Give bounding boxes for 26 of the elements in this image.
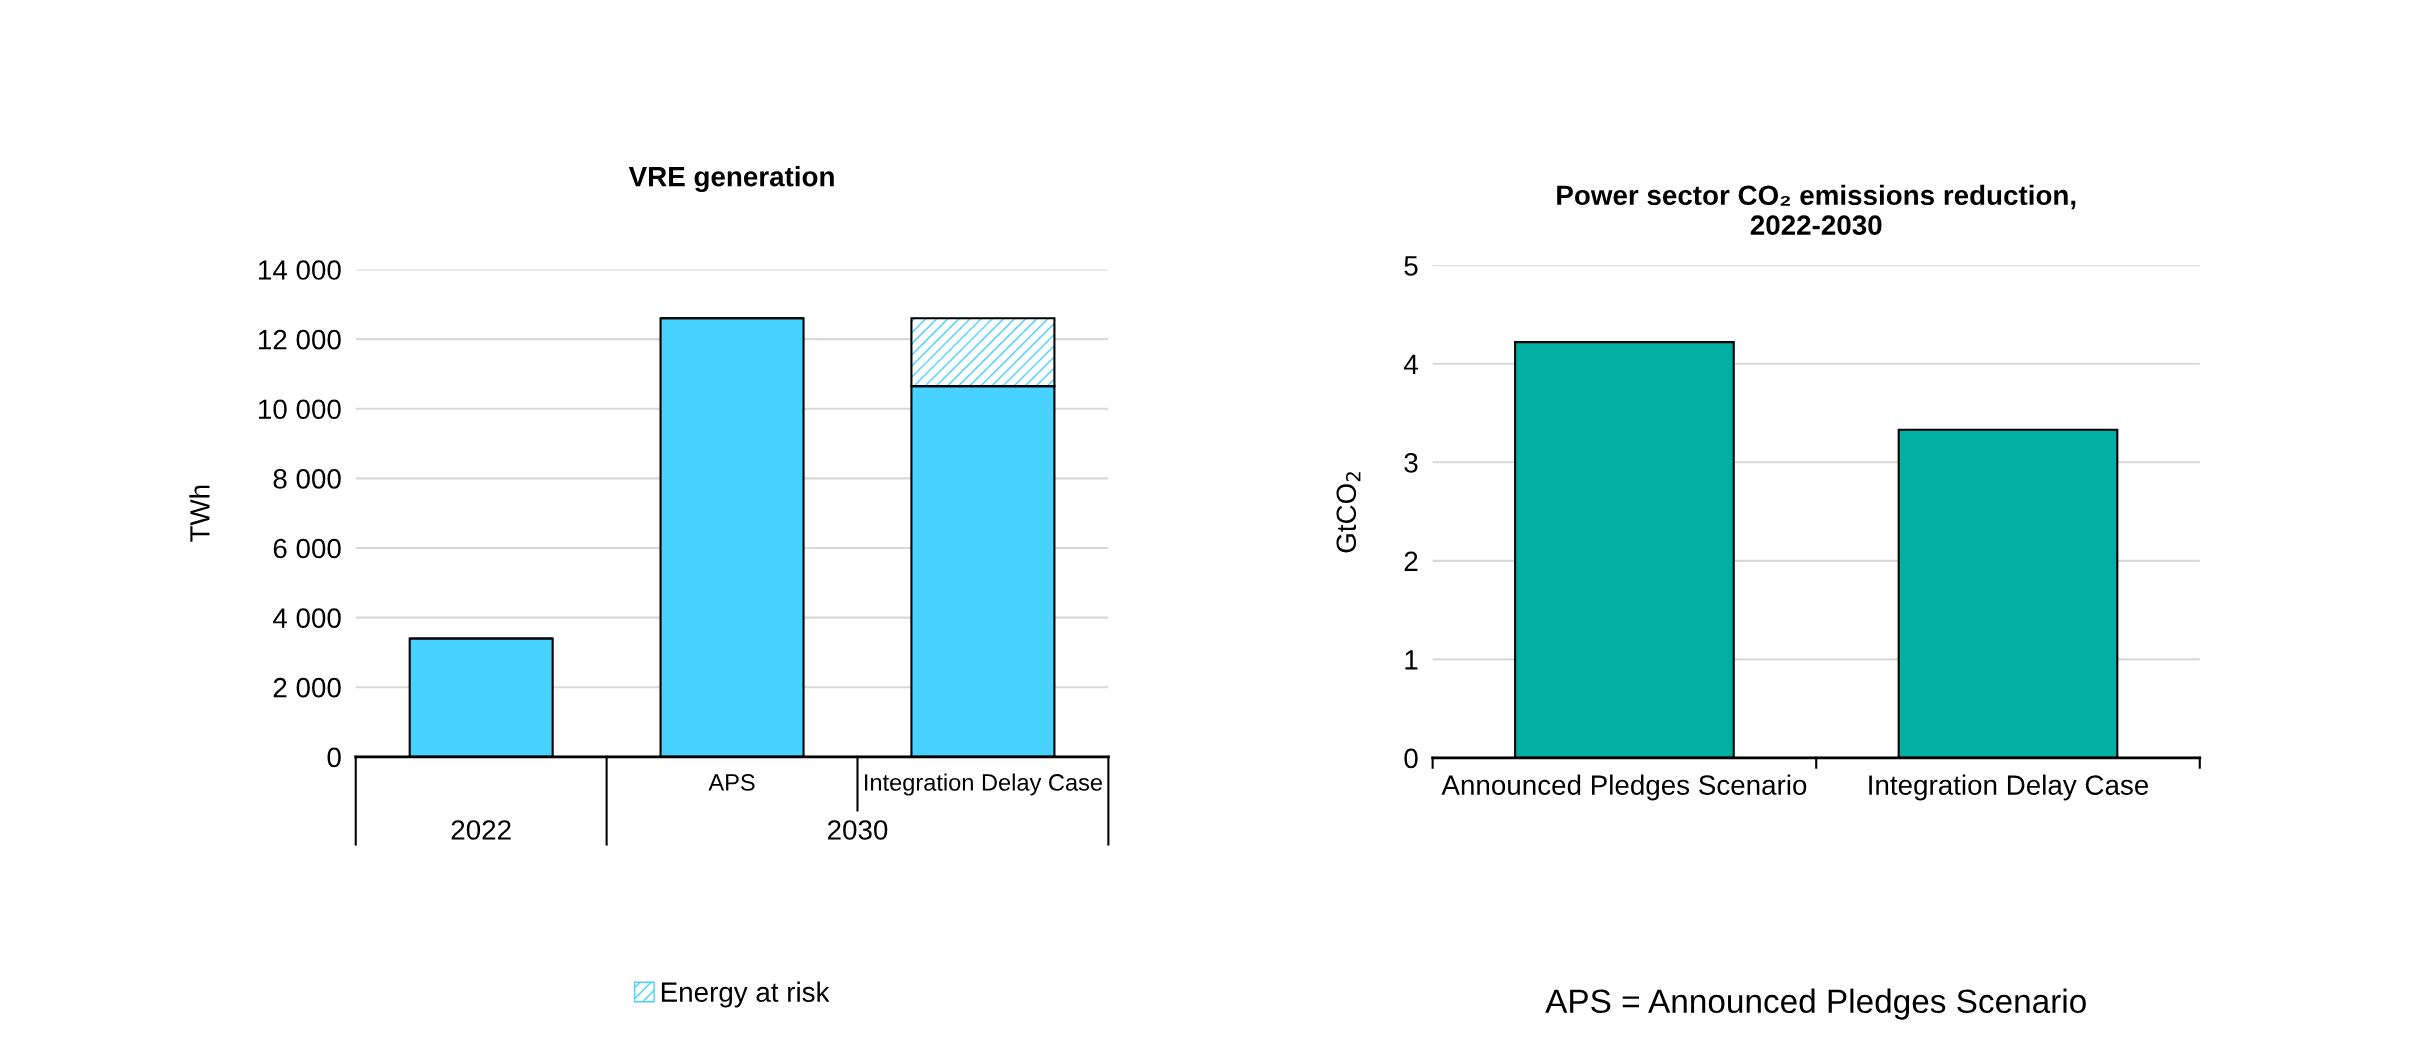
y-tick-label: 6 000: [273, 538, 341, 559]
y-tick-label: 5: [1404, 256, 1418, 276]
text: 2022: [451, 820, 511, 840]
x-tick-label: APS: [708, 774, 755, 791]
x-tick-label: Integration Delay Case: [865, 773, 1102, 796]
y-tick-label: 4 000: [272, 608, 341, 628]
chart-title: Power sector CO₂ emissions reduction, 2022-2030: [1557, 184, 2076, 236]
y-tick-label: 4: [1403, 354, 1418, 374]
chart-title: VRE generation: [628, 166, 834, 193]
y-tick-label: 14 000: [259, 260, 341, 280]
y-tick-label: 2: [1404, 551, 1418, 571]
y-axis-title: TWh: [189, 485, 210, 542]
y-tick-label: 0: [327, 747, 341, 768]
y-tick-label: 1: [1405, 650, 1418, 670]
y-tick-label: 2 000: [273, 677, 341, 698]
text: 2030: [827, 820, 888, 840]
y-tick-label: 10 000: [259, 399, 341, 420]
y-tick-label: 8 000: [273, 469, 341, 489]
text: APS = Announced Pledges Scenario: [1545, 988, 2086, 1020]
y-tick-label: 3: [1404, 453, 1418, 473]
y-tick-label: 12 000: [259, 329, 341, 350]
y-axis-title: GtCO$_{2}$: [1336, 472, 1361, 553]
x-tick-label: Announced Pledges Scenario: [1441, 774, 1807, 801]
x-tick-label: Integration Delay Case: [1869, 774, 2149, 801]
legend-label: Energy at risk: [661, 981, 830, 1008]
y-tick-label: 0: [1404, 748, 1418, 769]
